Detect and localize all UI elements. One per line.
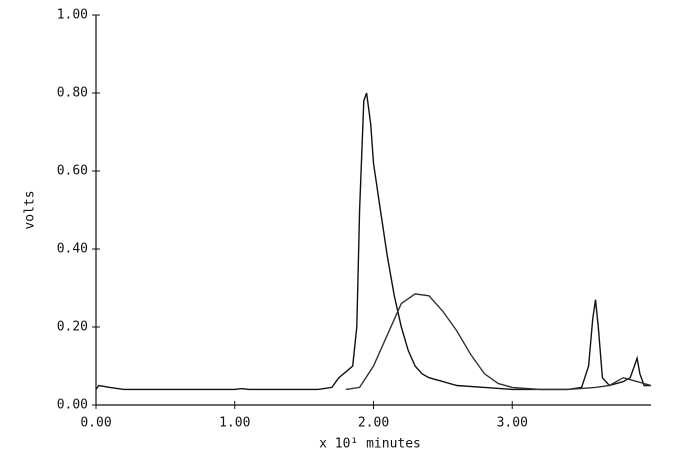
x-tick-label: 0.00: [80, 416, 111, 431]
y-tick-label: 1.00: [57, 8, 88, 23]
x-tick-label: 2.00: [358, 416, 389, 431]
x-axis-label: x 10¹ minutes: [319, 437, 421, 452]
y-tick-label: 0.60: [57, 164, 88, 179]
y-tick-label: 0.80: [57, 86, 88, 101]
y-tick-label: 0.00: [57, 398, 88, 413]
y-axis-label: volts: [23, 190, 38, 229]
x-tick-label: 1.00: [219, 416, 250, 431]
series-line: [95, 92, 651, 391]
series-line: [345, 293, 652, 391]
x-tick-label: 3.00: [497, 416, 528, 431]
y-tick-label: 0.40: [57, 242, 88, 257]
y-tick-label: 0.20: [57, 320, 88, 335]
